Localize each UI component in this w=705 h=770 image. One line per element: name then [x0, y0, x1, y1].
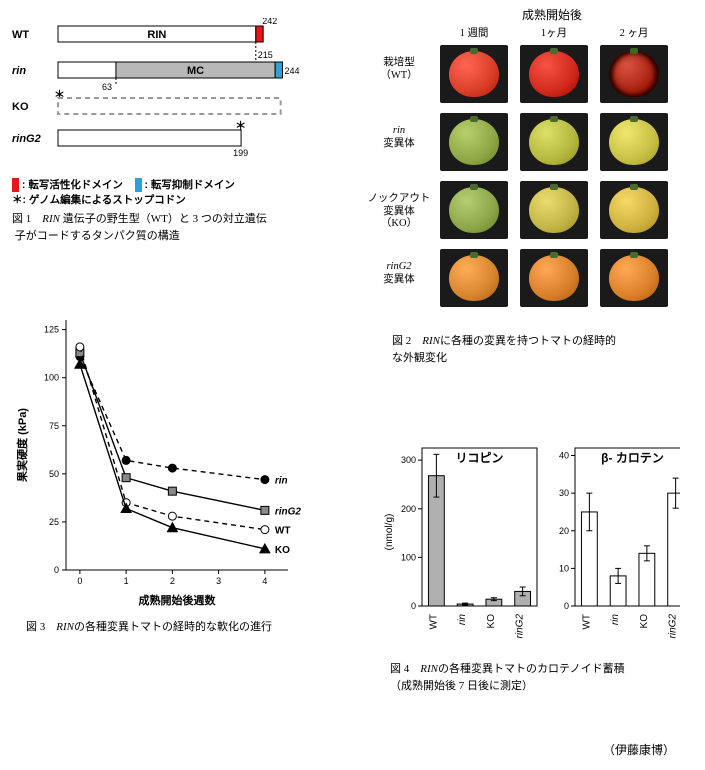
fig3-caption: 図 3 RINの各種変異トマトの経時的な軟化の進行: [26, 619, 352, 636]
svg-text:40: 40: [559, 451, 569, 461]
svg-text:20: 20: [559, 526, 569, 536]
svg-text:1: 1: [124, 576, 129, 586]
tomato-photo: [440, 113, 508, 171]
legend-repression-text: : 転写抑制ドメイン: [144, 179, 234, 191]
svg-text:KO: KO: [275, 545, 290, 556]
svg-text:＊: ＊: [54, 89, 65, 101]
tomato-photo: [440, 181, 508, 239]
firmness-chart: 0 25 50 75 100 125 0 1 2 3 4 果実硬度 (kPa) 成熟開始後週数 rin ri…: [12, 310, 352, 613]
svg-text:100: 100: [44, 373, 59, 383]
svg-text:0: 0: [411, 601, 416, 611]
col-label: 1 週間: [440, 25, 508, 40]
svg-text:(nmol/g): (nmol/g): [384, 514, 395, 551]
svg-text:75: 75: [49, 421, 59, 431]
tomato-photo: [520, 181, 588, 239]
svg-text:rinG2: rinG2: [515, 614, 526, 639]
tomato-photo: [440, 249, 508, 307]
svg-text:rinG2: rinG2: [275, 506, 302, 517]
svg-text:rin: rin: [457, 614, 468, 626]
tomato-photo: [600, 45, 668, 103]
svg-text:2: 2: [170, 576, 175, 586]
svg-text:200: 200: [401, 504, 416, 514]
legend-stop-text: : ゲノム編集によるストップコドン: [23, 194, 186, 206]
col-label: 1ヶ月: [520, 25, 588, 40]
svg-text:KO: KO: [486, 614, 497, 629]
svg-text:KO: KO: [12, 101, 29, 113]
svg-text:MC: MC: [187, 65, 204, 77]
figure-1: WT RIN 242 215 rin MC 244 63 KO ＊ rinG2 ＊ 199 : 転写活性…: [12, 18, 342, 244]
author-credit: （伊藤康博）: [603, 741, 675, 758]
svg-text:rinG2: rinG2: [668, 614, 679, 639]
svg-text:242: 242: [262, 18, 277, 26]
fig2-caption: 図 2 RINに各種の変異を持つトマトの経時的 な外観変化: [392, 333, 692, 366]
svg-text:RIN: RIN: [147, 29, 166, 41]
tomato-photo: [600, 249, 668, 307]
tomato-photo: [600, 113, 668, 171]
svg-text:100: 100: [401, 552, 416, 562]
svg-text:4: 4: [262, 576, 267, 586]
svg-text:WT: WT: [12, 29, 29, 41]
figure-3: 0 25 50 75 100 125 0 1 2 3 4 果実硬度 (kPa) 成熟開始後週数 rin ri…: [12, 310, 352, 636]
svg-text:rinG2: rinG2: [12, 133, 41, 145]
svg-text:215: 215: [258, 50, 273, 60]
legend-star-icon: ＊: [12, 194, 23, 206]
fig1-legend: : 転写活性化ドメイン : 転写抑制ドメイン ＊: ゲノム編集によるストップコド…: [12, 177, 342, 207]
fig4-caption: 図 4 RINの各種変異トマトのカロテノイド蓄積 （成熟開始後 7 日後に測定）: [390, 661, 690, 694]
tomato-photo: [600, 181, 668, 239]
svg-text:WT: WT: [581, 614, 592, 630]
row-label: 栽培型（WT）: [361, 57, 437, 82]
svg-text:果実硬度 (kPa): 果実硬度 (kPa): [15, 408, 29, 483]
row-label: rinG2変異体: [361, 261, 437, 286]
fig2-title: 成熟開始後: [412, 6, 692, 23]
svg-text:3: 3: [216, 576, 221, 586]
svg-text:rin: rin: [275, 476, 288, 487]
svg-text:KO: KO: [639, 614, 650, 629]
tomato-photo: [520, 45, 588, 103]
legend-activation-text: : 転写活性化ドメイン: [22, 179, 123, 191]
svg-text:10: 10: [559, 563, 569, 573]
svg-text:＊: ＊: [235, 120, 246, 132]
figure-4: (nmol/g) 0 100 200 300 WT rin KO rinG2 リコピン 0 10 20 3…: [380, 432, 690, 694]
svg-text:50: 50: [49, 469, 59, 479]
svg-text:199: 199: [233, 148, 248, 158]
fig1-caption: 図 1 RIN 遺伝子の野生型（WT）と 3 つの対立遺伝 子がコードするタンパ…: [12, 211, 342, 244]
carotenoid-chart: (nmol/g) 0 100 200 300 WT rin KO rinG2 リコピン 0 10 20 3…: [380, 432, 690, 655]
protein-diagram: WT RIN 242 215 rin MC 244 63 KO ＊ rinG2 ＊ 199: [12, 18, 342, 171]
figure-2: 成熟開始後 1 週間 1ヶ月 2 ヶ月栽培型（WT） rin変異体: [362, 6, 692, 366]
svg-text:リコピン: リコピン: [455, 451, 503, 465]
svg-text:30: 30: [559, 488, 569, 498]
svg-text:63: 63: [102, 82, 112, 92]
svg-text:0: 0: [564, 601, 569, 611]
svg-text:成熟開始後週数: 成熟開始後週数: [139, 593, 217, 607]
svg-text:244: 244: [284, 66, 299, 76]
svg-text:300: 300: [401, 455, 416, 465]
tomato-photo: [520, 249, 588, 307]
svg-text:0: 0: [54, 565, 59, 575]
svg-text:rin: rin: [610, 614, 621, 626]
svg-text:rin: rin: [12, 65, 26, 77]
svg-text:WT: WT: [275, 526, 291, 537]
row-label: ノックアウト変異体（KO）: [361, 193, 437, 231]
svg-text:25: 25: [49, 517, 59, 527]
svg-text:β‑ カロテン: β‑ カロテン: [601, 451, 664, 465]
row-label: rin変異体: [361, 125, 437, 150]
svg-text:WT: WT: [428, 614, 439, 630]
tomato-grid: 1 週間1ヶ月2 ヶ月栽培型（WT） rin変異体 ノッ: [362, 25, 692, 325]
tomato-photo: [520, 113, 588, 171]
svg-text:125: 125: [44, 325, 59, 335]
col-label: 2 ヶ月: [600, 25, 668, 40]
svg-text:0: 0: [77, 576, 82, 586]
tomato-photo: [440, 45, 508, 103]
